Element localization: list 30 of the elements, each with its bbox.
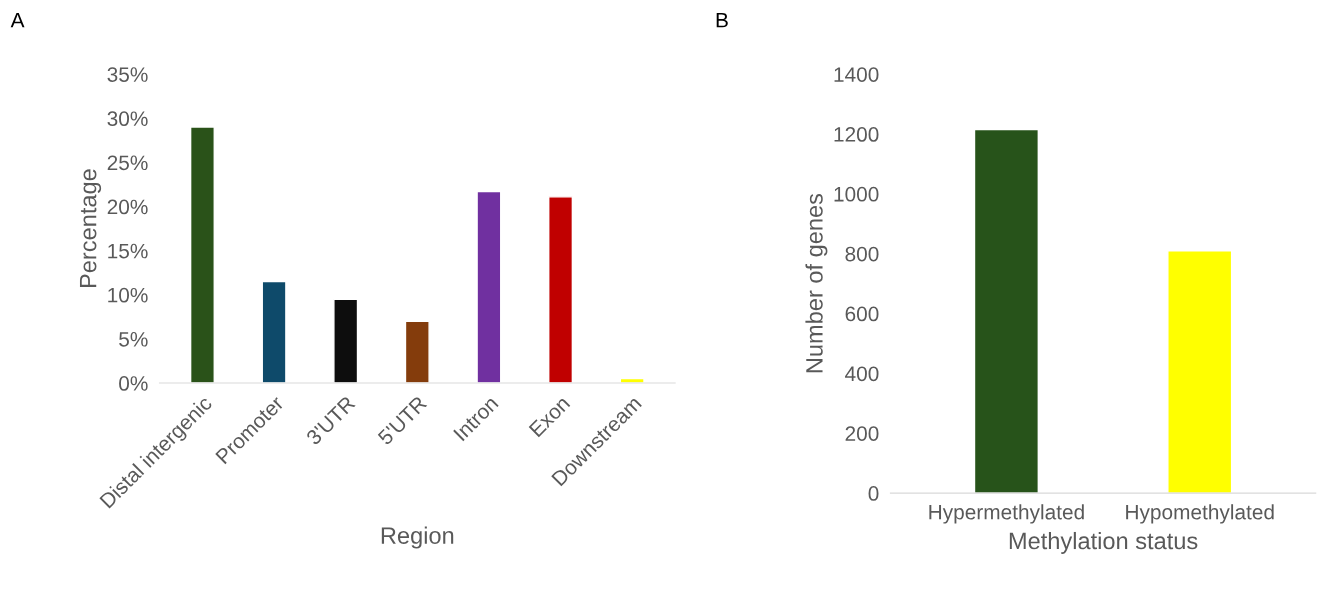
text: B (716, 13, 728, 28)
y-tick-label: 15% (108, 243, 148, 259)
y-tick-label: 25% (107, 155, 148, 171)
bar (189, 126, 215, 384)
y-tick-label: 0 (868, 486, 879, 501)
bar (548, 196, 574, 384)
bar (333, 298, 359, 384)
y-tick-label: 800 (845, 246, 879, 262)
y-tick-label: 400 (845, 366, 879, 382)
x-axis-title: Region (381, 526, 454, 549)
bar (261, 280, 287, 384)
y-tick-label: 20% (107, 199, 148, 215)
x-tick-label: Hypomethylated (1126, 504, 1274, 524)
y-tick-label: 1400 (834, 67, 879, 82)
y-tick-label: 600 (845, 306, 879, 322)
bar (404, 320, 430, 384)
y-tick-label: 1200 (834, 127, 879, 142)
y-tick-label: 200 (845, 426, 879, 441)
chart-title: A (10, 13, 25, 28)
y-tick-label: 5% (119, 332, 148, 347)
y-axis-title: Percentage (79, 169, 102, 288)
y-tick-label: 1000 (834, 186, 879, 202)
y-tick-label: 30% (107, 111, 148, 127)
bar (476, 190, 502, 384)
y-tick-label: 35% (107, 67, 148, 82)
x-tick-label: Hypermethylated (929, 504, 1084, 524)
y-tick-label: 10% (108, 287, 148, 303)
y-axis-title: Number of genes (805, 193, 828, 373)
y-tick-label: 0% (119, 376, 148, 391)
x-axis-title: Methylation status (1009, 531, 1198, 554)
